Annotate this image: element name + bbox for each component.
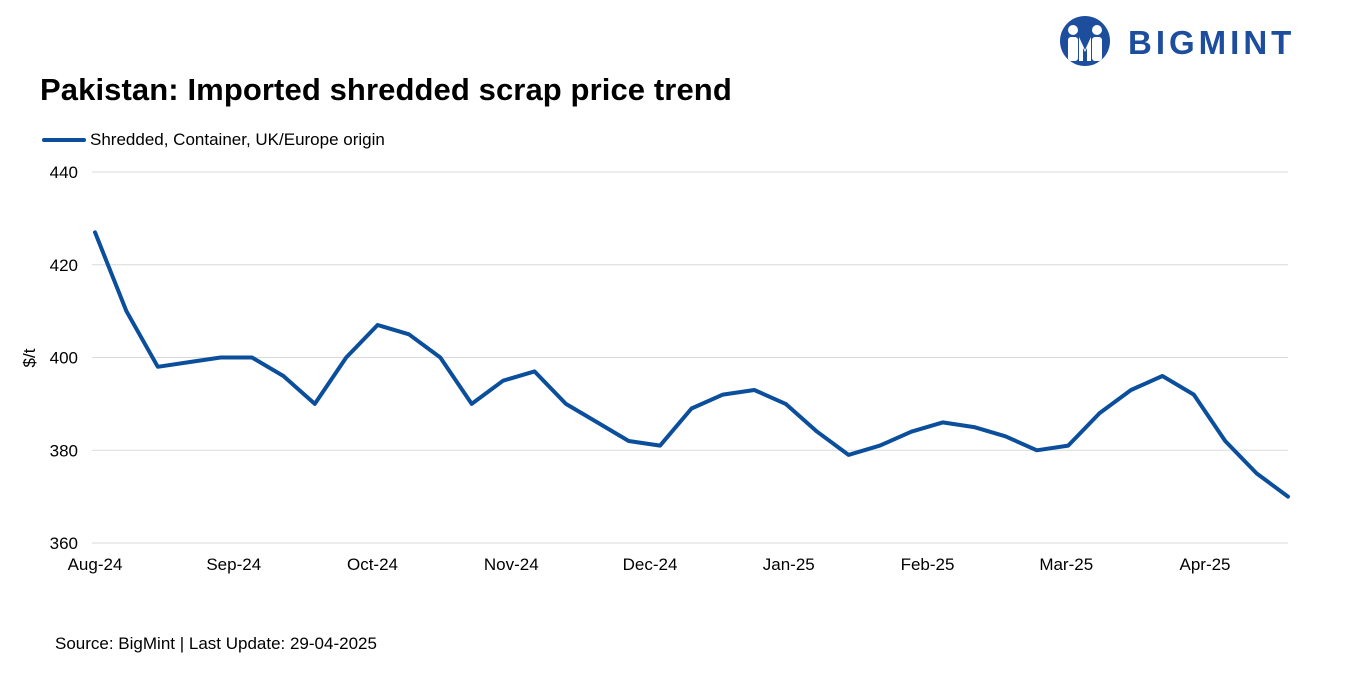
x-tick-labels: Aug-24 Sep-24 Oct-24 Nov-24 Dec-24 Jan-25 Feb-… [68, 555, 1231, 574]
data-point [187, 360, 191, 364]
y-tick-label: 400 [50, 349, 78, 368]
data-point [376, 323, 380, 327]
data-point [972, 425, 976, 429]
y-tick-label: 380 [50, 441, 78, 460]
data-point [815, 430, 819, 434]
data-point [344, 356, 348, 360]
data-point [407, 332, 411, 336]
x-tick-label: Sep-24 [206, 555, 261, 574]
series-line [93, 230, 1290, 499]
data-point [1286, 495, 1290, 499]
data-point [156, 365, 160, 369]
data-point [1035, 448, 1039, 452]
data-point [250, 356, 254, 360]
legend-swatch [42, 138, 86, 142]
data-point [533, 369, 537, 373]
data-point [281, 374, 285, 378]
y-axis-label: $/t [20, 348, 39, 367]
x-tick-label: Aug-24 [68, 555, 123, 574]
data-point [1129, 388, 1133, 392]
data-point [1098, 411, 1102, 415]
x-tick-label: Apr-25 [1179, 555, 1230, 574]
data-point [438, 356, 442, 360]
data-point [846, 453, 850, 457]
series-layer [93, 230, 1290, 499]
data-point [909, 430, 913, 434]
y-tick-label: 420 [50, 256, 78, 275]
data-point [595, 420, 599, 424]
data-point [93, 230, 97, 234]
x-tick-label: Oct-24 [347, 555, 398, 574]
data-point [721, 393, 725, 397]
data-point [1255, 471, 1259, 475]
data-point [219, 356, 223, 360]
x-tick-label: Dec-24 [623, 555, 678, 574]
y-tick-label: 360 [50, 534, 78, 553]
data-point [1003, 434, 1007, 438]
bigmint-people-icon [1060, 16, 1110, 66]
data-point [1066, 444, 1070, 448]
brand-name: BIGMINT [1128, 24, 1296, 61]
data-point [941, 420, 945, 424]
data-point [470, 402, 474, 406]
grid-lines [92, 171, 1288, 544]
data-point [501, 379, 505, 383]
legend-label: Shredded, Container, UK/Europe origin [90, 130, 385, 149]
data-point [627, 439, 631, 443]
data-point [313, 402, 317, 406]
chart-title: Pakistan: Imported shredded scrap price … [40, 72, 732, 107]
data-point [564, 402, 568, 406]
data-point [878, 444, 882, 448]
brand-logo: BIGMINT [1058, 16, 1340, 68]
y-tick-labels: 360 380 400 420 440 [50, 163, 78, 553]
data-point [752, 388, 756, 392]
data-point [658, 444, 662, 448]
y-tick-label: 440 [50, 163, 78, 182]
data-point [1192, 393, 1196, 397]
data-point [124, 309, 128, 313]
data-point [1223, 439, 1227, 443]
data-point [690, 407, 694, 411]
x-tick-label: Mar-25 [1039, 555, 1093, 574]
x-tick-label: Feb-25 [901, 555, 955, 574]
x-tick-label: Jan-25 [763, 555, 815, 574]
data-point [784, 402, 788, 406]
x-tick-label: Nov-24 [484, 555, 539, 574]
data-point [1160, 374, 1164, 378]
chart-legend: Shredded, Container, UK/Europe origin [42, 129, 385, 151]
source-note: Source: BigMint | Last Update: 29-04-202… [55, 634, 377, 653]
